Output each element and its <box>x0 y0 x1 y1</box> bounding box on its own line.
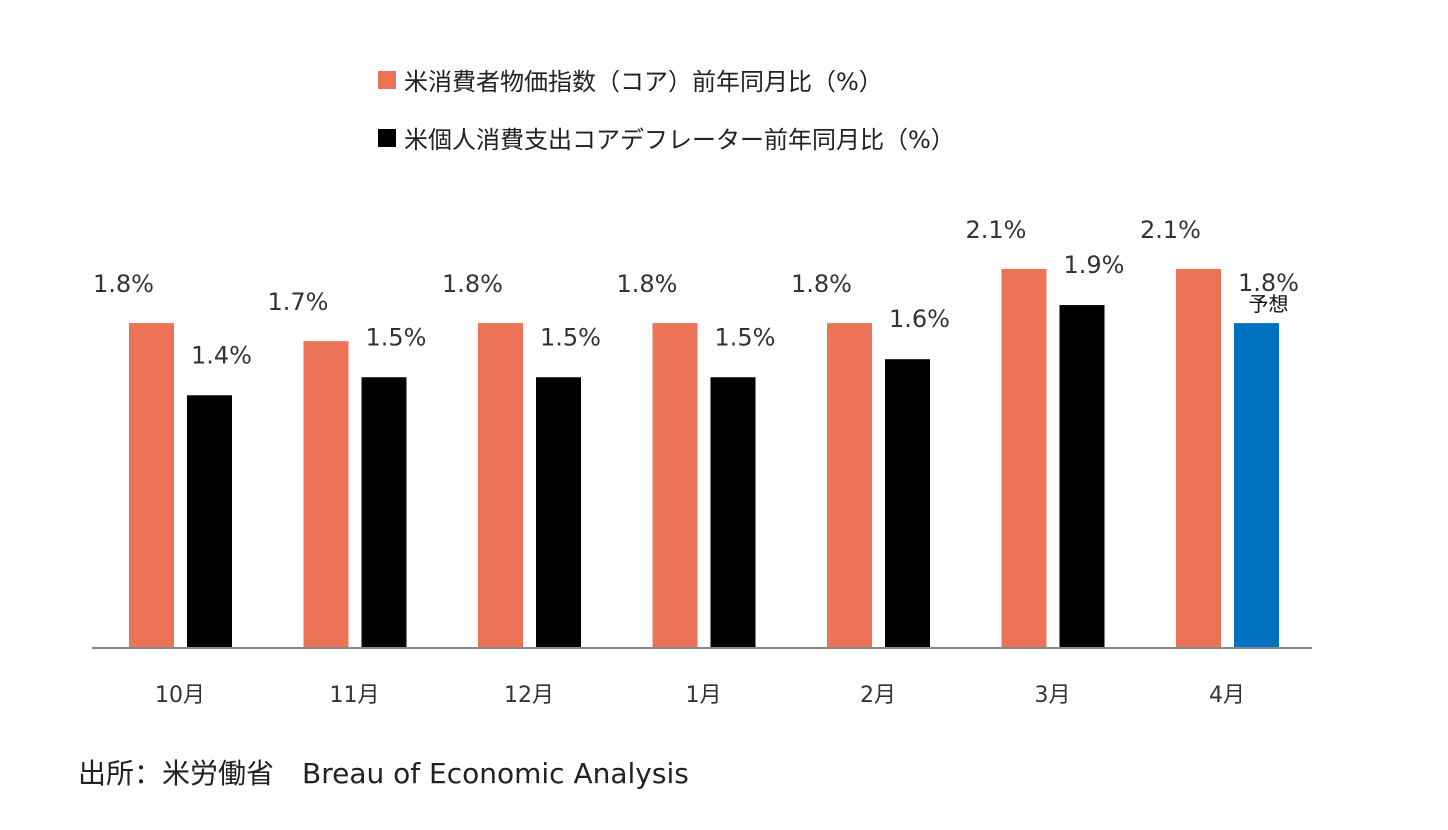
x-tick-label-2: 11月 <box>330 683 380 708</box>
bar-cpi-3 <box>478 323 523 648</box>
x-tick-label-7: 4月 <box>1209 683 1245 708</box>
legend-item-cpi: 米消費者物価指数（コア）前年同月比（%） <box>378 62 883 97</box>
bar-cpi-2 <box>303 341 349 648</box>
data-label-pce-6: 1.9% <box>1064 251 1125 279</box>
forecast-annotation: 予想 <box>1249 292 1289 316</box>
bar-pce-5 <box>885 359 930 648</box>
x-tick-label-3: 12月 <box>504 683 554 708</box>
legend-swatch-cpi <box>378 70 396 89</box>
x-tick-label-6: 3月 <box>1035 683 1071 708</box>
data-label-pce-1: 1.4% <box>191 341 252 369</box>
data-label-cpi-3: 1.8% <box>442 270 503 298</box>
data-label-cpi-2: 1.7% <box>268 288 329 316</box>
legend-swatch-pce <box>378 128 396 147</box>
legend-label-pce: 米個人消費支出コアデフレーター前年同月比（%） <box>404 126 955 154</box>
bar-cpi-7 <box>1176 268 1221 648</box>
data-label-pce-3: 1.5% <box>540 323 601 351</box>
x-tick-label-5: 2月 <box>860 683 896 708</box>
bar-pce-3 <box>536 377 581 648</box>
data-label-pce-5: 1.6% <box>889 305 950 333</box>
data-label-cpi-5: 1.8% <box>791 270 852 298</box>
x-tick-label-4: 1月 <box>686 683 722 708</box>
data-label-cpi-1: 1.8% <box>93 270 154 298</box>
source-note: 出所：米労働省 Breau of Economic Analysis <box>78 757 689 790</box>
data-label-pce-4: 1.5% <box>715 323 776 351</box>
data-label-pce-7: 1.8% <box>1238 269 1299 297</box>
bar-cpi-5 <box>827 323 872 648</box>
bar-cpi-1 <box>129 323 174 648</box>
data-label-cpi-6: 2.1% <box>966 216 1027 244</box>
bar-cpi-4 <box>652 323 698 648</box>
bar-cpi-6 <box>1001 268 1047 648</box>
bar-pce-7 <box>1234 323 1279 648</box>
data-label-cpi-4: 1.8% <box>617 270 678 298</box>
legend-label-cpi: 米消費者物価指数（コア）前年同月比（%） <box>404 68 883 96</box>
bar-pce-4 <box>710 377 756 648</box>
bar-pce-2 <box>361 377 407 648</box>
bar-pce-6 <box>1059 305 1105 648</box>
data-label-cpi-7: 2.1% <box>1140 216 1201 244</box>
data-label-pce-2: 1.5% <box>366 323 427 351</box>
x-tick-label-1: 10月 <box>155 683 205 708</box>
bar-pce-1 <box>187 395 232 648</box>
legend-item-pce: 米個人消費支出コアデフレーター前年同月比（%） <box>378 120 955 155</box>
